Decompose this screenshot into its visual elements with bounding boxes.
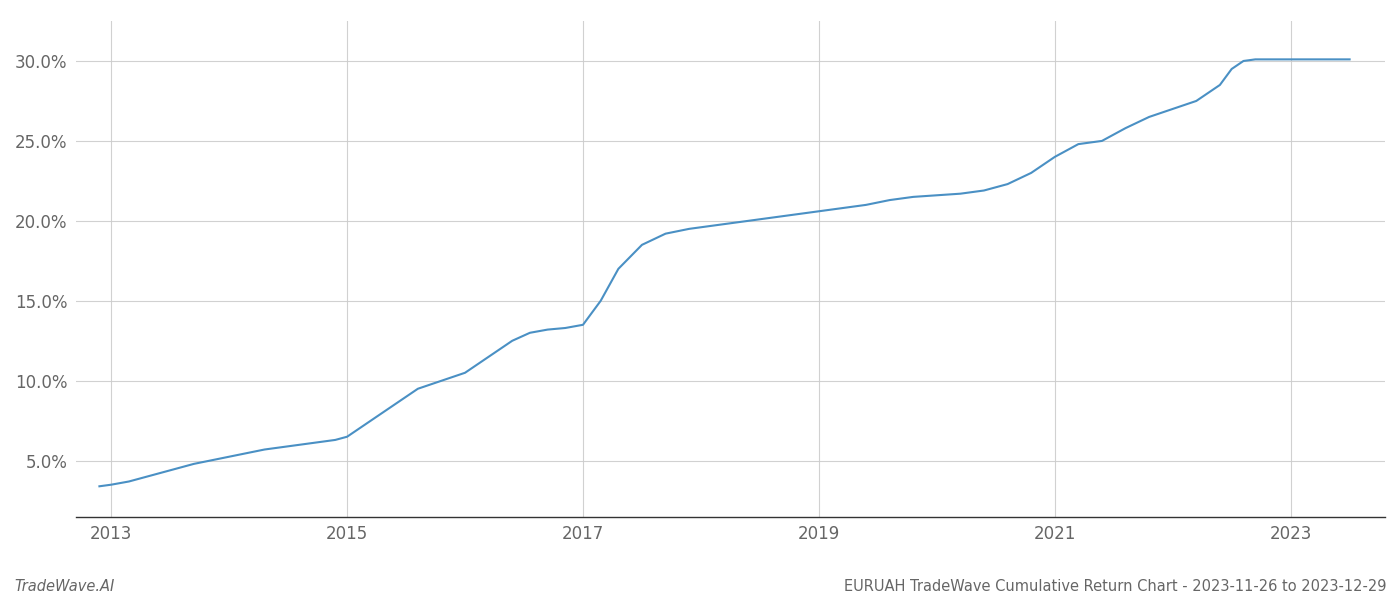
Text: EURUAH TradeWave Cumulative Return Chart - 2023-11-26 to 2023-12-29: EURUAH TradeWave Cumulative Return Chart…	[843, 579, 1386, 594]
Text: TradeWave.AI: TradeWave.AI	[14, 579, 115, 594]
